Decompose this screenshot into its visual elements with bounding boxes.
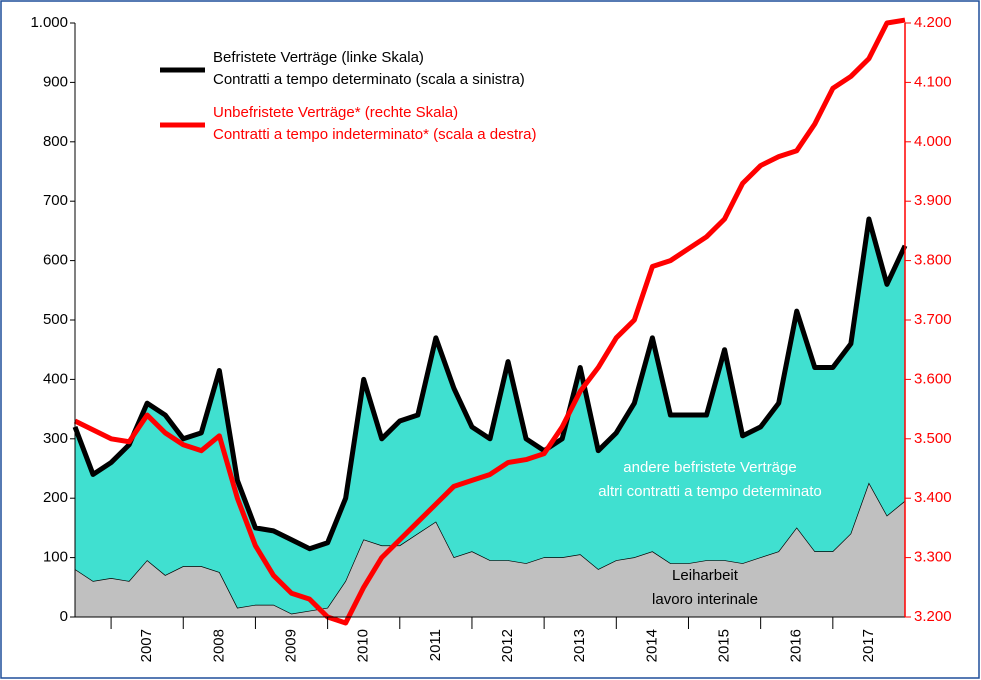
x-tick-label: 2008 — [210, 629, 227, 662]
line — [73, 17, 906, 626]
y2-tick-label: 3.600 — [914, 370, 952, 387]
x-tick-label: 2017 — [860, 629, 877, 662]
y2-tick-label: 3.200 — [914, 608, 952, 625]
legend-label: Contratti a tempo determinato (scala a s… — [213, 71, 525, 88]
area-label: andere befristete Verträge — [623, 459, 796, 476]
y2-tick-label: 3.800 — [914, 252, 952, 269]
y2-tick-label: 3.400 — [914, 489, 952, 506]
y-tick-label: 800 — [43, 133, 68, 150]
x-tick-label: 2016 — [788, 629, 805, 662]
y-tick-label: 900 — [43, 73, 68, 90]
line — [72, 216, 908, 552]
y-tick-label: 1.000 — [30, 14, 68, 31]
y-tick-label: 500 — [43, 311, 68, 328]
y2-tick-label: 4.000 — [914, 133, 952, 150]
y2-tick-label: 3.900 — [914, 192, 952, 209]
legend-label: Contratti a tempo indeterminato* (scala … — [213, 126, 537, 143]
y-tick-label: 300 — [43, 430, 68, 447]
y-tick-label: 200 — [43, 489, 68, 506]
y-tick-label: 0 — [60, 608, 68, 625]
area-label: altri contratti a tempo determinato — [598, 483, 821, 500]
y2-tick-label: 3.300 — [914, 549, 952, 566]
x-tick-label: 2010 — [355, 629, 372, 662]
x-tick-label: 2011 — [427, 629, 444, 661]
area-label: lavoro interinale — [652, 591, 758, 608]
area-label: Leiharbeit — [672, 567, 739, 584]
y2-tick-label: 3.700 — [914, 311, 952, 328]
x-tick-label: 2009 — [282, 629, 299, 662]
legend-label: Befristete Verträge (linke Skala) — [213, 49, 424, 66]
y-tick-label: 700 — [43, 192, 68, 209]
x-tick-label: 2015 — [716, 629, 733, 662]
y2-tick-label: 3.500 — [914, 430, 952, 447]
y-tick-label: 100 — [43, 549, 68, 566]
x-tick-label: 2014 — [643, 629, 660, 662]
y2-tick-label: 4.200 — [914, 14, 952, 31]
area — [75, 219, 905, 617]
x-tick-label: 2013 — [571, 629, 588, 662]
area — [74, 482, 906, 618]
y2-tick-label: 4.100 — [914, 73, 952, 90]
y-tick-label: 600 — [43, 252, 68, 269]
legend-label: Unbefristete Verträge* (rechte Skala) — [213, 104, 458, 121]
x-tick-label: 2012 — [499, 629, 516, 662]
x-tick-label: 2007 — [138, 629, 155, 662]
y-tick-label: 400 — [43, 370, 68, 387]
